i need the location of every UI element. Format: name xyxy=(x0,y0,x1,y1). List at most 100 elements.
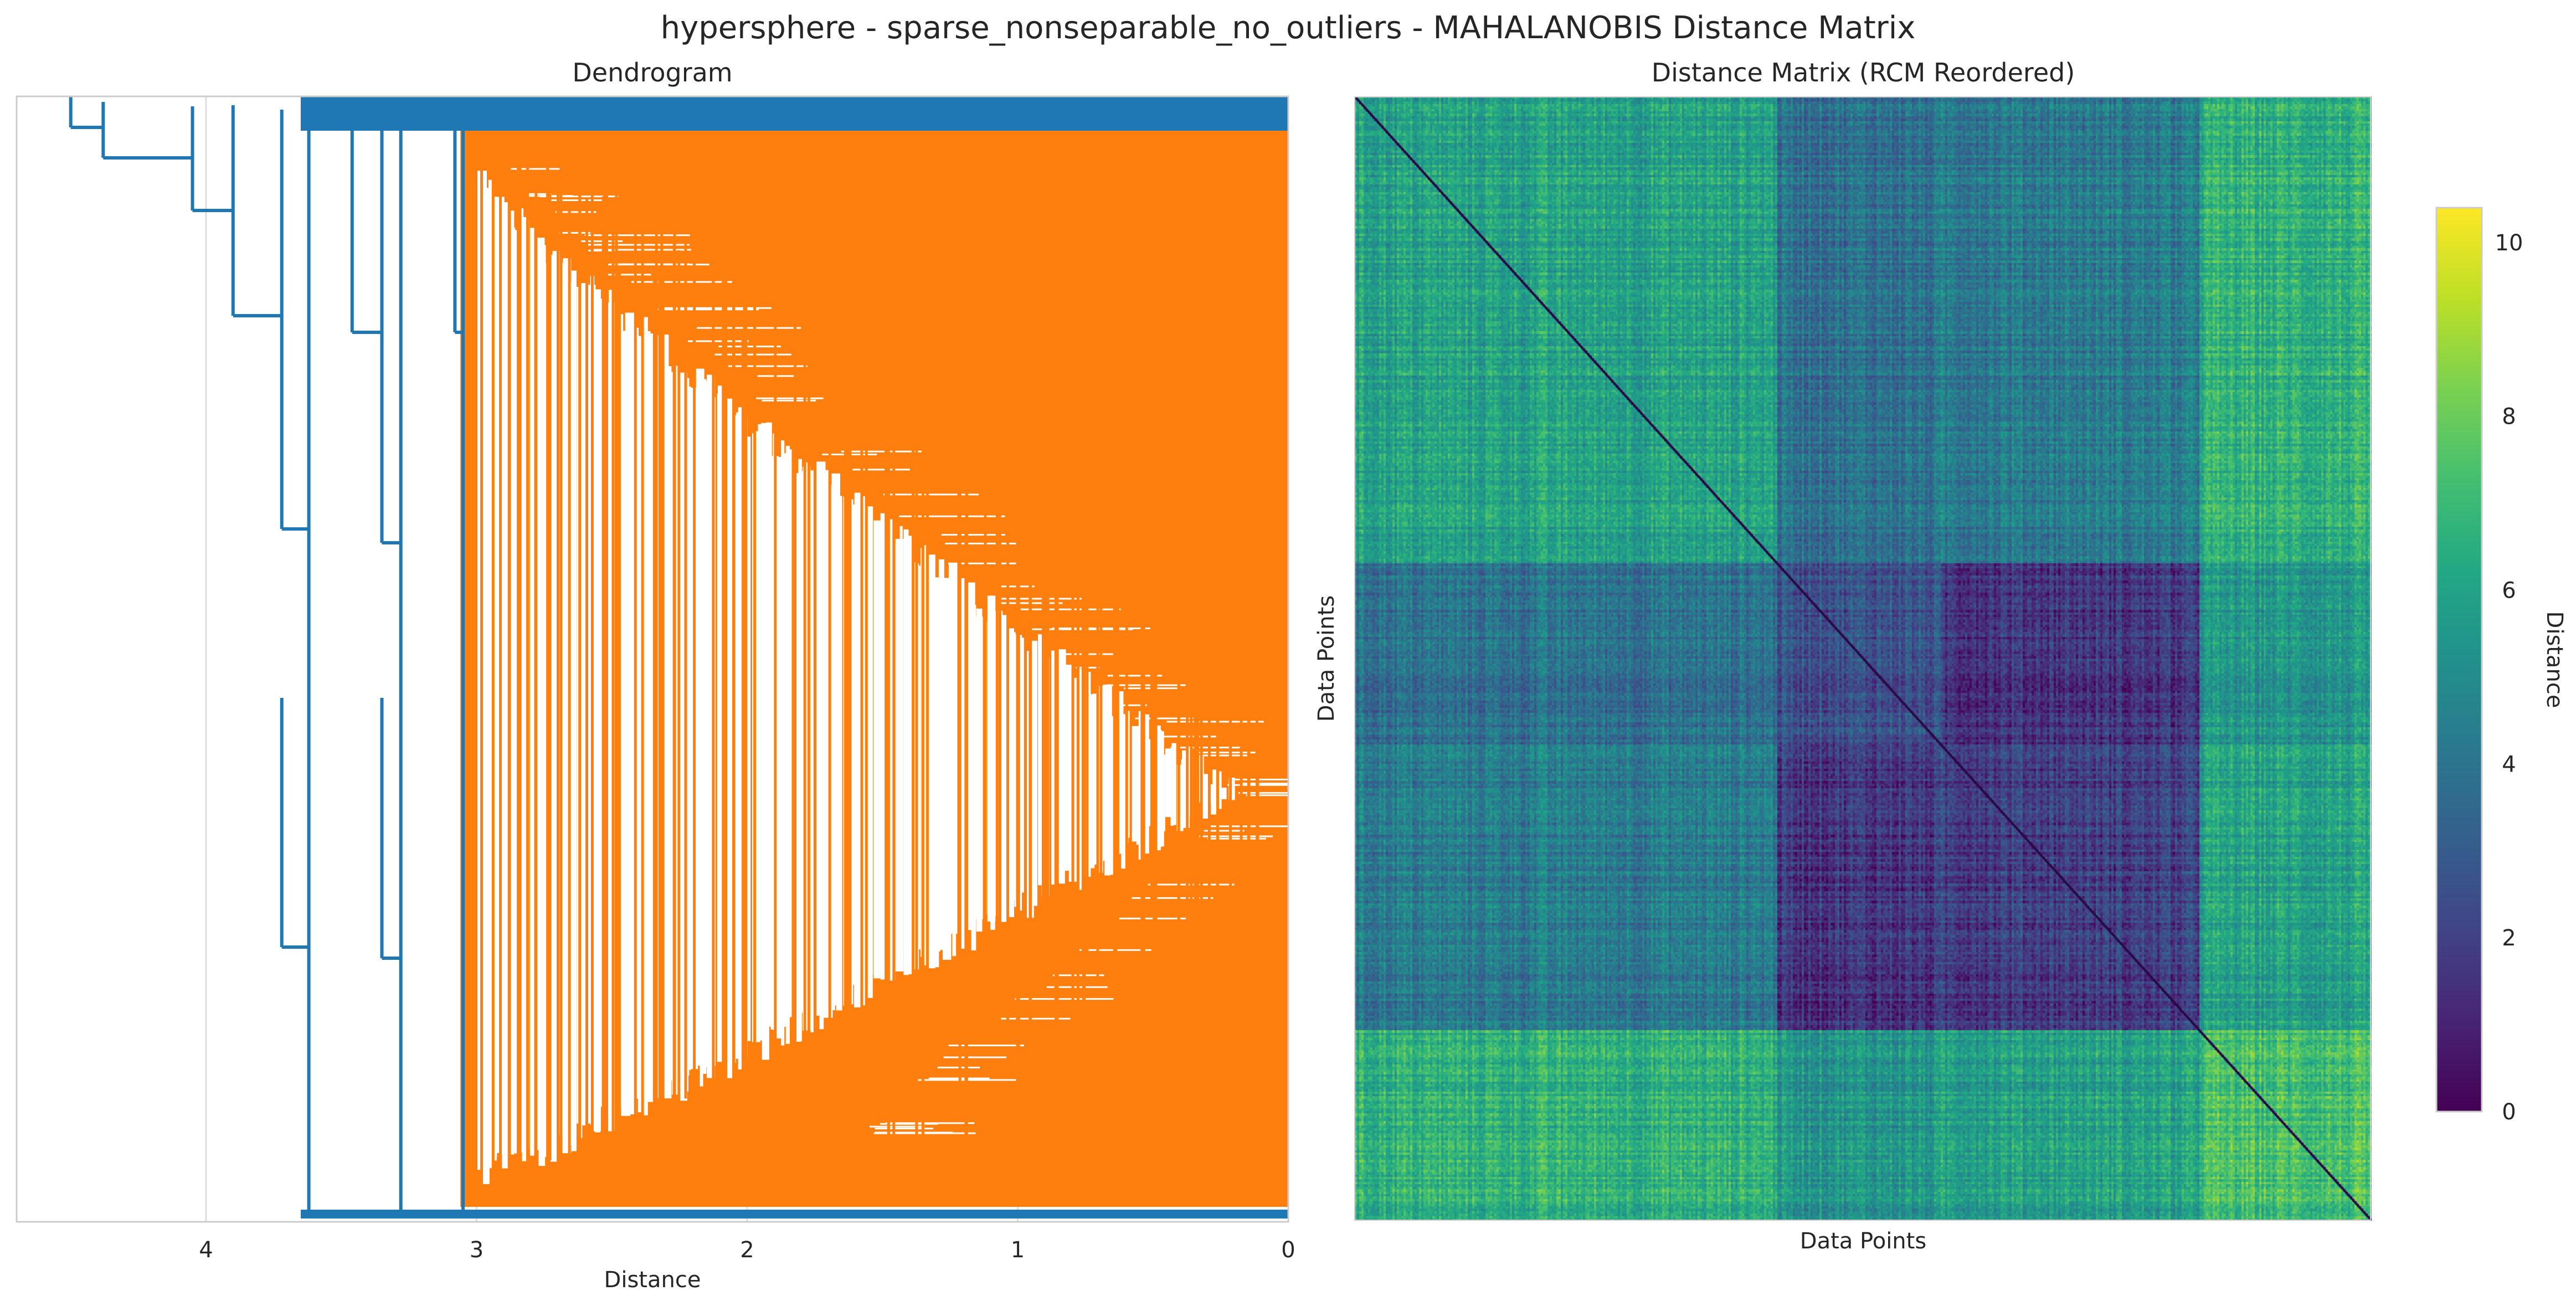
cluster-gap xyxy=(867,516,873,998)
cluster-gap xyxy=(687,340,749,342)
cluster-gap xyxy=(541,245,546,1143)
cluster-gap xyxy=(761,423,767,1026)
cluster-gap xyxy=(557,232,591,234)
cluster-gap xyxy=(728,365,808,367)
dendrogram-xtick-label: 3 xyxy=(470,1237,484,1263)
cluster-gap xyxy=(819,467,824,1030)
top-singleton-band xyxy=(300,96,1288,131)
cluster-gap xyxy=(727,414,732,1071)
colorbar-tick-label: 10 xyxy=(2495,230,2523,256)
cluster-gap xyxy=(1196,752,1256,754)
heatmap-frame xyxy=(1354,96,2371,1221)
cluster-gap xyxy=(1227,784,1314,786)
cluster-gap xyxy=(916,565,921,950)
dendrogram-xtick-label: 1 xyxy=(1011,1237,1025,1263)
figure-title: hypersphere - sparse_nonseparable_no_out… xyxy=(660,10,1916,46)
cluster-gap xyxy=(938,559,944,950)
heatmap-title: Distance Matrix (RCM Reordered) xyxy=(1651,58,2075,88)
cluster-gap xyxy=(1217,771,1222,809)
cluster-gap xyxy=(738,407,742,1070)
cluster-gap xyxy=(631,281,734,283)
cluster-gap xyxy=(1051,650,1057,885)
cluster-gap xyxy=(766,422,772,1027)
dendrogram-title: Dendrogram xyxy=(572,58,733,88)
cluster-gap xyxy=(675,366,678,1085)
cluster-gap xyxy=(886,1122,975,1124)
cluster-gap xyxy=(717,385,724,1062)
colorbar xyxy=(2436,208,2482,1112)
cluster-gap xyxy=(875,1128,934,1130)
cluster-gap xyxy=(1038,634,1042,886)
cluster-gap xyxy=(510,227,516,1151)
cluster-gap xyxy=(1204,830,1245,832)
dendrogram-chart: 4 3 2 1 0 xyxy=(16,95,1320,1263)
colorbar-frame xyxy=(2435,207,2483,1113)
distance-heatmap xyxy=(1355,96,2372,1221)
cluster-gap xyxy=(1020,608,1121,610)
cluster-gap xyxy=(718,346,781,348)
cluster-gap xyxy=(1063,653,1115,655)
cluster-gap xyxy=(781,440,785,1046)
cluster-gap xyxy=(580,240,623,242)
cluster-gap xyxy=(697,327,801,329)
cluster-gap xyxy=(976,608,983,932)
colorbar-tick-label: 6 xyxy=(2502,578,2516,603)
cluster-gap xyxy=(1058,649,1066,871)
heatmap-ylabel: Data Points xyxy=(1314,595,1339,722)
cluster-gap xyxy=(637,336,642,1113)
cluster-gap xyxy=(1161,754,1165,831)
cluster-gap xyxy=(588,244,690,246)
cluster-gap xyxy=(971,605,976,950)
cluster-gap xyxy=(1241,783,1289,785)
cluster-gap xyxy=(899,526,903,961)
cluster-gap xyxy=(948,1045,1024,1047)
high-level-branches xyxy=(69,96,465,1214)
cluster-gap xyxy=(1021,637,1024,893)
cluster-gap xyxy=(1207,837,1266,840)
cluster-gap xyxy=(500,202,504,1155)
cluster-gap xyxy=(948,562,1017,564)
cluster-gap xyxy=(758,424,764,1041)
cluster-gap xyxy=(1135,717,1194,719)
cluster-gap xyxy=(1011,638,1014,904)
colorbar-axis: 0 2 4 6 8 10 xyxy=(2435,207,2523,1125)
cluster-gap xyxy=(1132,897,1214,899)
cluster-gap xyxy=(1106,684,1186,686)
cluster-gap xyxy=(788,449,792,1017)
cluster-gap xyxy=(584,234,690,237)
cluster-gap xyxy=(1029,628,1133,630)
cluster-gap xyxy=(647,333,654,1102)
cluster-gap xyxy=(1001,1017,1071,1020)
cluster-gap xyxy=(941,534,1005,536)
cluster-gap xyxy=(1202,754,1248,757)
colorbar-tick-label: 4 xyxy=(2502,752,2516,777)
cluster-gap xyxy=(841,450,924,453)
cluster-gap xyxy=(523,243,527,1159)
colorbar-label: Distance xyxy=(2542,611,2567,708)
cluster-gap xyxy=(1119,704,1147,706)
cluster-gap xyxy=(510,168,562,170)
cluster-gap xyxy=(1165,748,1171,818)
cluster-gap xyxy=(484,197,490,1164)
cluster-gap xyxy=(1196,835,1273,837)
cluster-gap xyxy=(1108,716,1114,875)
cluster-gap xyxy=(528,193,552,195)
cluster-gap xyxy=(990,616,995,930)
dendrogram-xtick-label: 4 xyxy=(199,1237,213,1263)
cluster-gap xyxy=(572,270,577,1151)
cluster-gap xyxy=(608,274,651,276)
dendrogram-frame xyxy=(16,95,1289,1223)
cluster-gap xyxy=(932,579,939,968)
cluster-gap xyxy=(852,469,910,471)
cluster-gap xyxy=(1166,721,1264,723)
cluster-gap xyxy=(1031,640,1037,906)
cluster-gap xyxy=(1105,714,1110,875)
cluster-gap xyxy=(899,515,1005,517)
cluster-gap xyxy=(1238,792,1320,794)
cluster-gap xyxy=(502,202,508,1169)
cluster-gap xyxy=(877,538,882,976)
cluster-gap xyxy=(1092,693,1099,865)
cluster-gap xyxy=(1179,747,1243,749)
cluster-gap xyxy=(1221,788,1227,800)
cluster-gap xyxy=(1170,747,1174,826)
